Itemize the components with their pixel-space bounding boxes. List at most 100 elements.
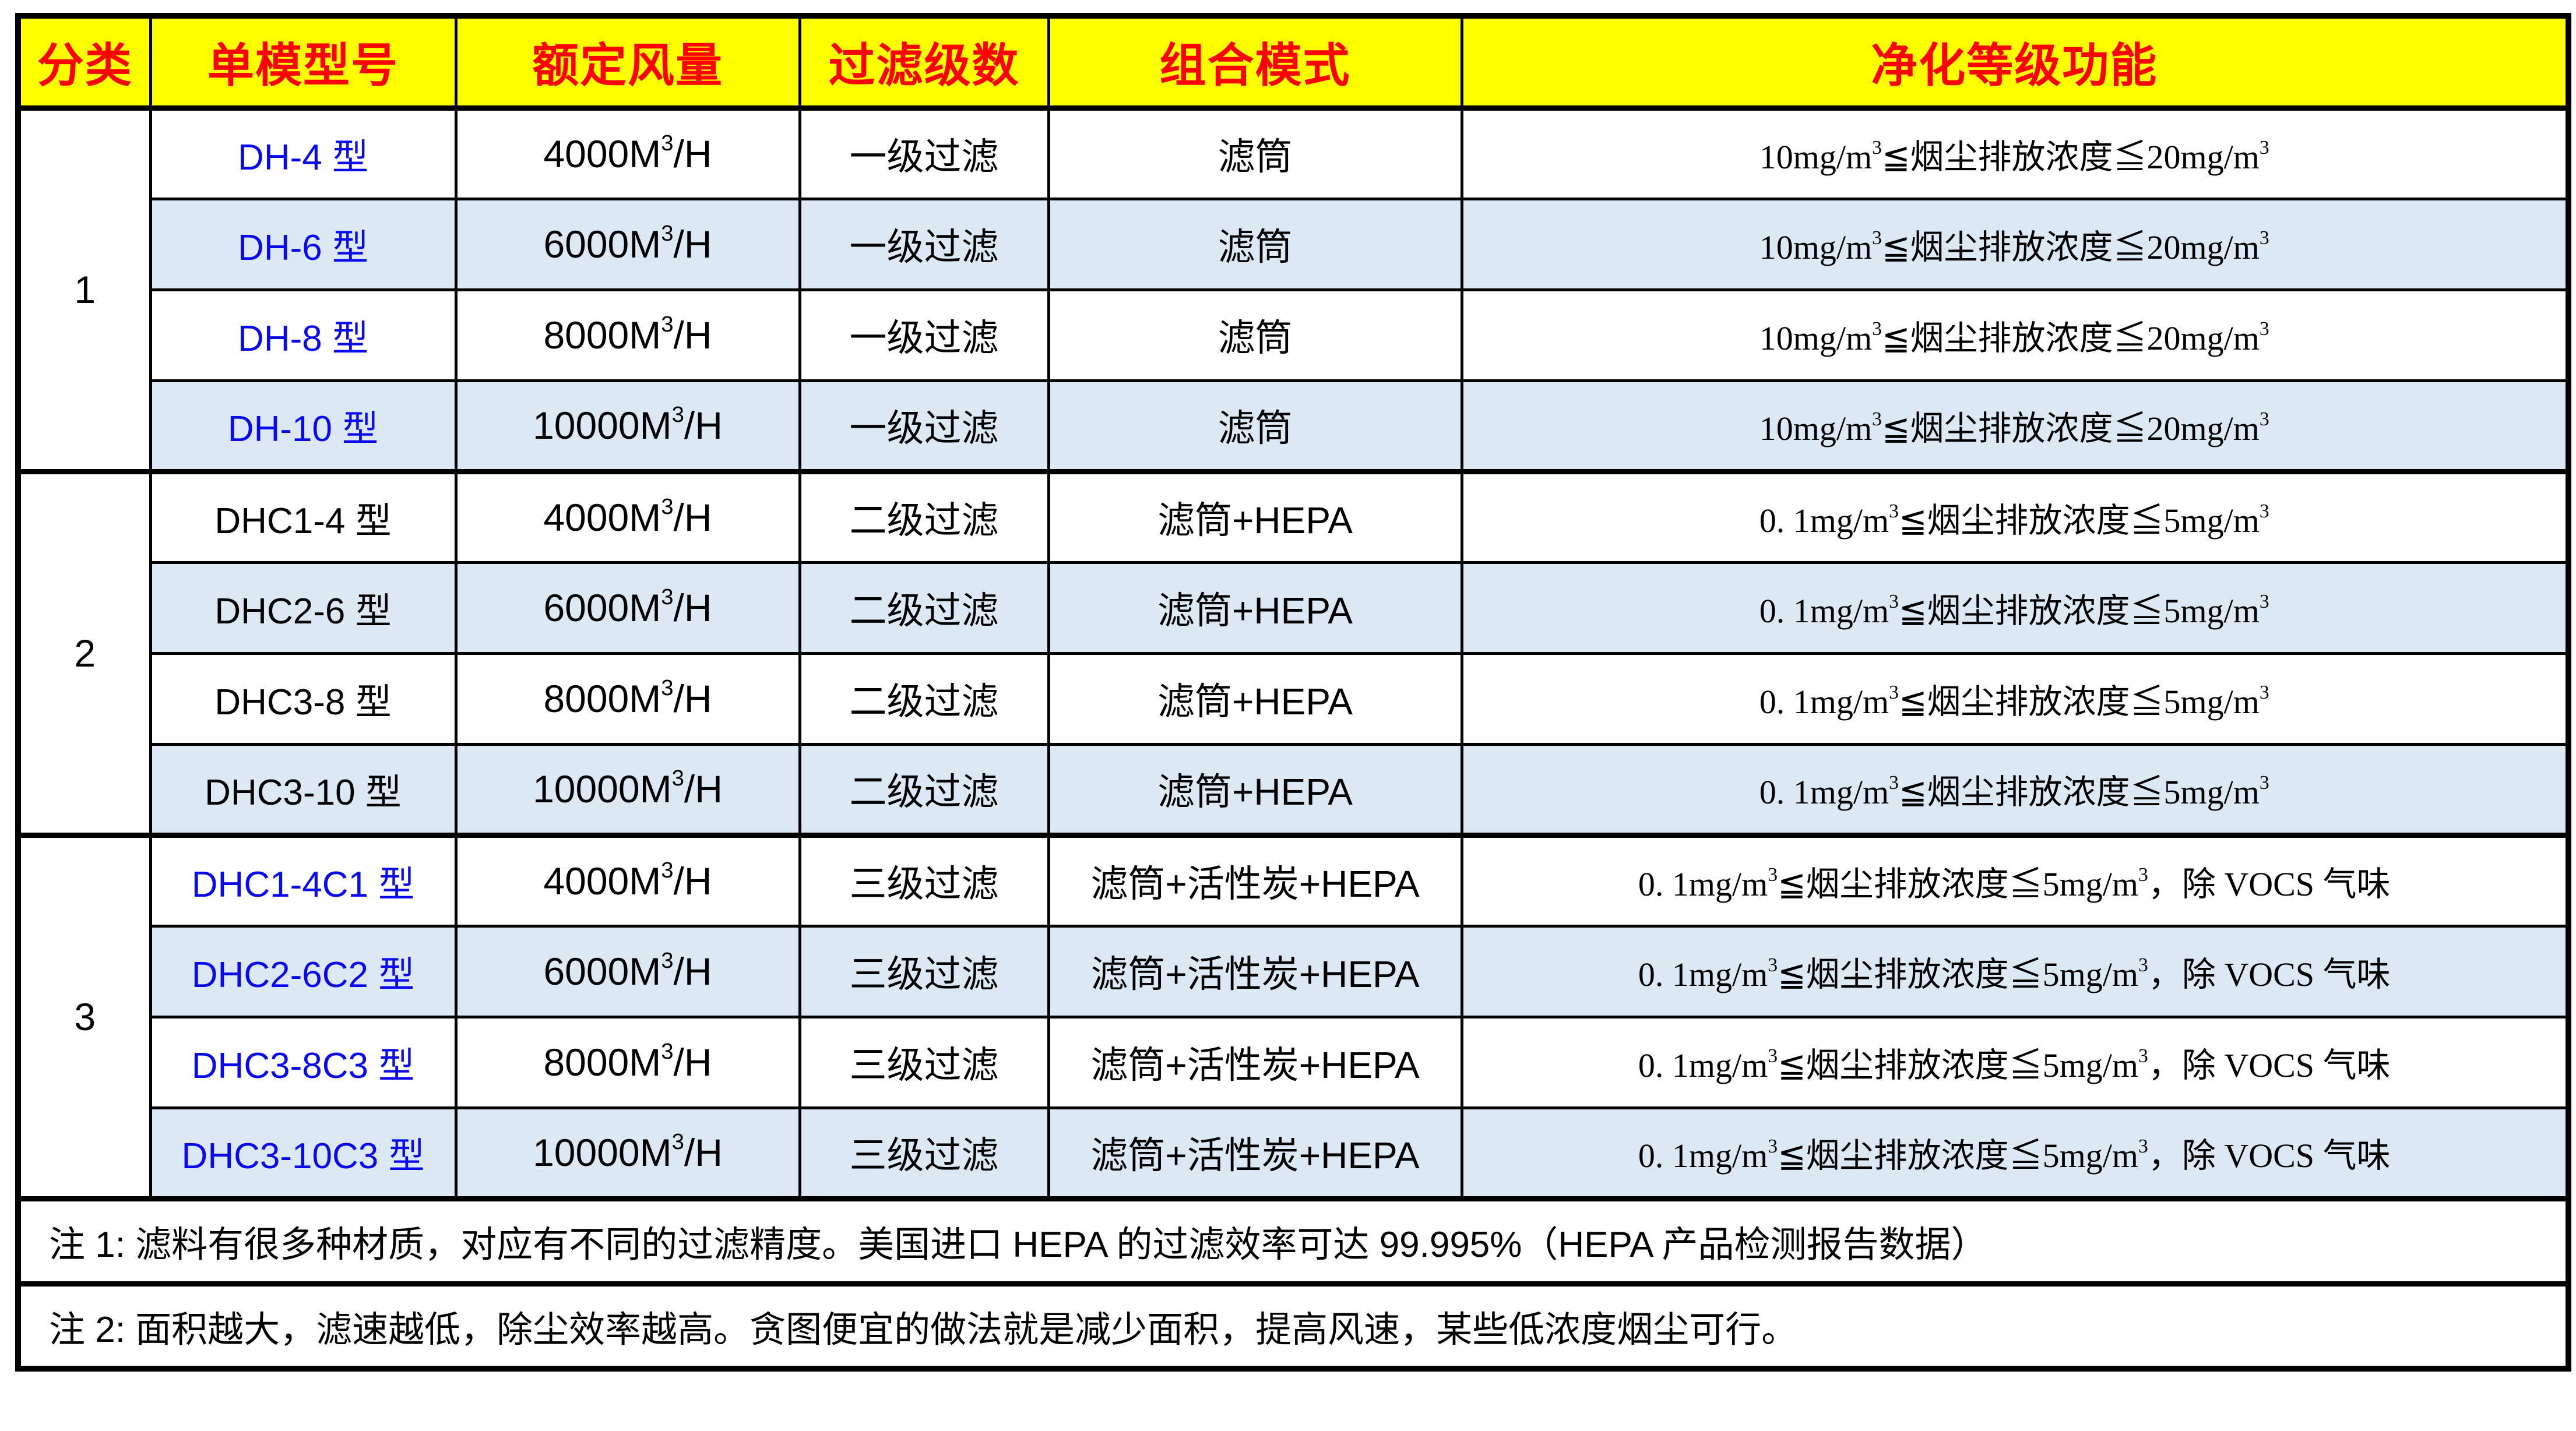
sup-3: 3 [2138, 863, 2148, 886]
purify-cell: 0. 1mg/m3≦烟尘排放浓度≦5mg/m3，除 VOCS 气味 [1460, 832, 2570, 928]
table-row: DHC3-8C3 型 8000M3/H 三级过滤 滤筒+活性炭+HEPA 0. … [18, 1015, 2570, 1109]
purify-cell: 0. 1mg/m3≦烟尘排放浓度≦5mg/m3，除 VOCS 气味 [1460, 1015, 2570, 1109]
model-link[interactable]: DHC3-8C3 型 [149, 1015, 458, 1109]
category-cell: 2 [16, 468, 152, 837]
airflow-unit: /H [673, 586, 712, 629]
pur-1: 0. 1mg/m [1638, 956, 1768, 993]
pur-1: 0. 1mg/m [1759, 592, 1889, 630]
model-link[interactable]: DHC3-10C3 型 [149, 1106, 458, 1200]
sup-3: 3 [671, 402, 684, 428]
sup-3: 3 [661, 948, 674, 974]
table-row: 2 DHC1-4 型 4000M3/H 二级过滤 滤筒+HEPA 0. 1mg/… [16, 468, 2570, 837]
table-row: DH-8 型 8000M3/H 一级过滤 滤筒 10mg/m3≦烟尘排放浓度≦2… [18, 288, 2570, 382]
pur-1: 0. 1mg/m [1759, 683, 1889, 721]
sup-3: 3 [671, 766, 684, 791]
category-cell: 3 [16, 832, 152, 1200]
sup-3: 3 [661, 858, 674, 883]
sup-3: 3 [1889, 500, 1899, 522]
airflow-base: 6000M [543, 586, 661, 629]
filter-stage-cell: 三级过滤 [798, 1015, 1050, 1109]
pur-2: ≦烟尘排放浓度≦5mg/m [1898, 592, 2260, 630]
pur-2: ≦烟尘排放浓度≦5mg/m [1778, 1137, 2139, 1175]
pur-3: ，除 VOCS 气味 [2148, 865, 2391, 903]
sup-3: 3 [1872, 136, 1882, 158]
note-2: 注 2: 面积越大，滤速越低，除尘效率越高。贪图便宜的做法就是减少面积，提高风速… [16, 1281, 2570, 1370]
airflow-base: 6000M [543, 950, 661, 993]
pur-1: 10mg/m [1759, 410, 1873, 447]
airflow-unit: /H [673, 1041, 712, 1084]
pur-3: ，除 VOCS 气味 [2148, 1046, 2391, 1084]
sup-3: 3 [2259, 681, 2269, 703]
filter-stage-cell: 一级过滤 [798, 288, 1050, 382]
combo-mode-cell: 滤筒 [1047, 379, 1463, 473]
airflow-cell: 6000M3/H [454, 924, 801, 1018]
filter-stage-cell: 二级过滤 [798, 561, 1050, 655]
header-cell-category: 分类 [16, 14, 152, 111]
purify-cell: 0. 1mg/m3≦烟尘排放浓度≦5mg/m3，除 VOCS 气味 [1460, 1106, 2570, 1200]
pur-2: ≦烟尘排放浓度≦20mg/m [1881, 319, 2260, 357]
pur-1: 0. 1mg/m [1759, 502, 1889, 540]
airflow-base: 10000M [533, 404, 672, 447]
sup-3: 3 [661, 131, 674, 156]
pur-2: ≦烟尘排放浓度≦20mg/m [1881, 410, 2260, 447]
pur-2: ≦烟尘排放浓度≦5mg/m [1778, 1046, 2139, 1084]
model-cell: DHC2-6 型 [149, 561, 458, 655]
combo-mode-cell: 滤筒 [1047, 197, 1463, 291]
purify-cell: 0. 1mg/m3≦烟尘排放浓度≦5mg/m3 [1460, 561, 2570, 655]
airflow-cell: 4000M3/H [454, 832, 801, 928]
combo-mode-cell: 滤筒 [1047, 288, 1463, 382]
purify-cell: 10mg/m3≦烟尘排放浓度≦20mg/m3 [1460, 197, 2570, 291]
sup-3: 3 [1889, 590, 1899, 612]
sup-3: 3 [1768, 1135, 1778, 1157]
sup-3: 3 [1872, 227, 1882, 249]
airflow-unit: /H [673, 859, 712, 903]
table-row: 1 DH-4 型 4000M3/H 一级过滤 滤筒 10mg/m3≦烟尘排放浓度… [16, 105, 2570, 473]
airflow-cell: 8000M3/H [454, 288, 801, 382]
pur-1: 0. 1mg/m [1638, 1137, 1768, 1175]
pur-2: ≦烟尘排放浓度≦5mg/m [1898, 683, 2260, 721]
combo-mode-cell: 滤筒+活性炭+HEPA [1047, 832, 1463, 928]
sup-3: 3 [661, 312, 674, 337]
table-row: DH-10 型 10000M3/H 一级过滤 滤筒 10mg/m3≦烟尘排放浓度… [18, 379, 2570, 473]
sup-3: 3 [2138, 954, 2148, 976]
pur-2: ≦烟尘排放浓度≦5mg/m [1898, 502, 2260, 540]
sup-3: 3 [661, 584, 674, 610]
model-link[interactable]: DH-4 型 [149, 105, 458, 200]
table-row: DHC2-6 型 6000M3/H 二级过滤 滤筒+HEPA 0. 1mg/m3… [18, 561, 2570, 655]
sup-3: 3 [671, 1129, 684, 1155]
model-link[interactable]: DH-10 型 [149, 379, 458, 473]
pur-2: ≦烟尘排放浓度≦5mg/m [1778, 865, 2139, 903]
airflow-unit: /H [673, 950, 712, 993]
sup-3: 3 [1889, 681, 1899, 703]
model-link[interactable]: DHC2-6C2 型 [149, 924, 458, 1018]
sup-3: 3 [1889, 771, 1899, 794]
airflow-base: 8000M [543, 677, 661, 720]
combo-mode-cell: 滤筒+活性炭+HEPA [1047, 924, 1463, 1018]
filter-stage-cell: 一级过滤 [798, 105, 1050, 200]
airflow-unit: /H [684, 404, 723, 447]
sup-3: 3 [2259, 408, 2269, 430]
airflow-base: 4000M [543, 859, 661, 903]
purify-cell: 0. 1mg/m3≦烟尘排放浓度≦5mg/m3 [1460, 468, 2570, 564]
model-link[interactable]: DH-8 型 [149, 288, 458, 382]
header-cell-purify-grade: 净化等级功能 [1460, 14, 2570, 111]
airflow-cell: 10000M3/H [454, 1106, 801, 1200]
table-row: DHC3-8 型 8000M3/H 二级过滤 滤筒+HEPA 0. 1mg/m3… [18, 651, 2570, 746]
sup-3: 3 [2259, 136, 2269, 158]
filter-stage-cell: 二级过滤 [798, 468, 1050, 564]
airflow-unit: /H [673, 313, 712, 357]
sup-3: 3 [1872, 318, 1882, 340]
header-cell-model: 单模型号 [149, 14, 458, 111]
model-link[interactable]: DH-6 型 [149, 197, 458, 291]
filter-stage-cell: 三级过滤 [798, 1106, 1050, 1200]
combo-mode-cell: 滤筒 [1047, 105, 1463, 200]
airflow-base: 8000M [543, 313, 661, 357]
model-link[interactable]: DHC1-4C1 型 [149, 832, 458, 928]
pur-2: ≦烟尘排放浓度≦20mg/m [1881, 228, 2260, 266]
table-row: DH-6 型 6000M3/H 一级过滤 滤筒 10mg/m3≦烟尘排放浓度≦2… [18, 197, 2570, 291]
airflow-unit: /H [673, 223, 712, 266]
sup-3: 3 [661, 221, 674, 246]
purify-cell: 10mg/m3≦烟尘排放浓度≦20mg/m3 [1460, 379, 2570, 473]
airflow-unit: /H [673, 132, 712, 175]
filter-stage-cell: 三级过滤 [798, 924, 1050, 1018]
